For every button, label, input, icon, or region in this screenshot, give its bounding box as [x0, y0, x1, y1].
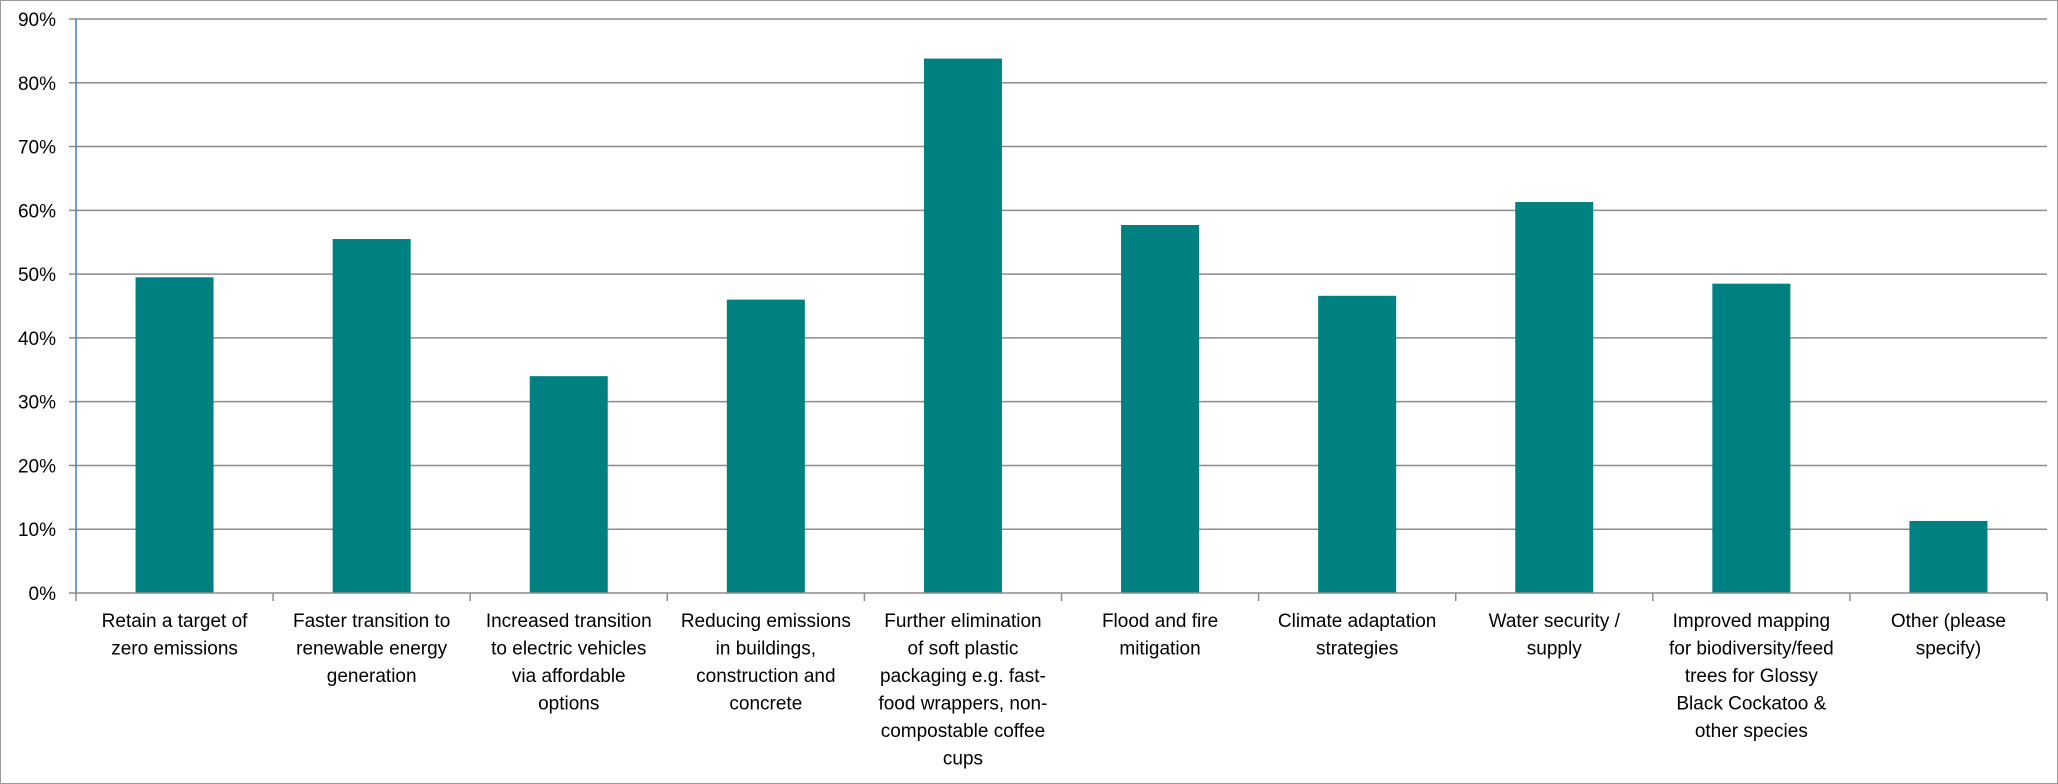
x-tick-label: Flood and fire mitigation — [1102, 611, 1218, 660]
x-tick-label: Water security / supply — [1489, 611, 1621, 660]
y-tick-label: 30% — [18, 393, 56, 414]
y-tick-label: 0% — [29, 584, 57, 605]
x-axis-tick-labels: Retain a target of zero emissions Faster t… — [102, 611, 2006, 770]
y-tick-label: 70% — [18, 138, 56, 159]
bar — [135, 277, 214, 593]
bar — [726, 299, 805, 593]
bar — [1318, 295, 1397, 593]
y-tick-label: 40% — [18, 329, 56, 350]
y-axis-tick-labels: 0% 10% 20% 30% 40% 50% 60% 70% 80% 90% — [18, 10, 56, 605]
y-tick-label: 20% — [18, 456, 56, 477]
bar — [1121, 225, 1200, 593]
y-tick-label: 80% — [18, 74, 56, 95]
bars — [135, 58, 1988, 594]
x-tick-label: Further elimination of soft plastic packag… — [878, 611, 1047, 770]
bar — [1712, 283, 1791, 593]
x-tick-label: Retain a target of zero emissions — [102, 611, 248, 660]
axes — [69, 18, 2048, 601]
y-tick-label: 60% — [18, 201, 56, 222]
x-tick-label: Increased transition to electric vehicles… — [486, 611, 652, 715]
bar — [529, 376, 608, 593]
y-tick-label: 50% — [18, 265, 56, 286]
x-tick-label: Other (please specify) — [1891, 611, 2006, 660]
y-tick-label: 10% — [18, 520, 56, 541]
bar — [1515, 202, 1594, 593]
bar — [332, 239, 411, 594]
x-tick-label: Reducing emissions in buildings, construct… — [681, 611, 851, 715]
bar — [1909, 520, 1988, 593]
x-tick-label: Improved mapping for biodiversity/feed tre… — [1669, 611, 1834, 742]
x-tick-label: Climate adaptation strategies — [1278, 611, 1436, 660]
x-tick-label: Faster transition to renewable energy gene… — [293, 611, 450, 687]
y-tick-label: 90% — [18, 10, 56, 31]
bar — [923, 58, 1002, 593]
